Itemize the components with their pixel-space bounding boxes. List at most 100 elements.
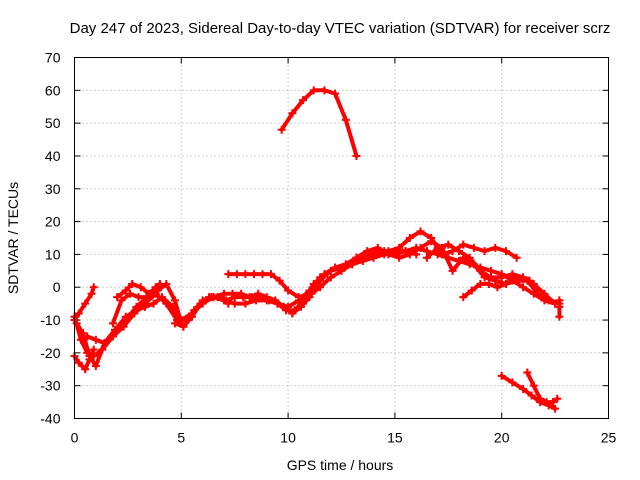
data-point [140, 302, 149, 311]
data-point [177, 316, 186, 325]
data-point [555, 302, 564, 311]
plot-frame [74, 57, 609, 419]
data-point [519, 384, 528, 393]
data-point [151, 283, 160, 292]
y-tick-label: 10 [45, 246, 61, 262]
data-point [331, 263, 340, 272]
data-point [83, 332, 92, 341]
data-point [465, 253, 474, 262]
data-point [111, 325, 120, 334]
data-point [108, 319, 117, 328]
data-point [158, 293, 167, 302]
data-point [405, 250, 414, 259]
data-point [529, 279, 538, 288]
data-point [245, 293, 254, 302]
data-point [551, 404, 560, 413]
data-point [100, 339, 109, 348]
x-tick-label: 0 [71, 430, 79, 446]
data-point [341, 260, 350, 269]
data-point [74, 358, 83, 367]
data-point [444, 240, 453, 249]
data-point [508, 378, 517, 387]
data-point [341, 115, 350, 124]
data-point [512, 253, 521, 262]
data-point [448, 266, 457, 275]
data-point [395, 253, 404, 262]
data-point [232, 270, 241, 279]
data-point [241, 270, 250, 279]
data-point [363, 247, 372, 256]
data-point [519, 283, 528, 292]
x-tick-label: 20 [494, 430, 510, 446]
x-tick-label: 25 [601, 430, 617, 446]
y-tick-label: 60 [45, 82, 61, 98]
y-tick-label: -20 [40, 345, 60, 361]
y-tick-label: 0 [53, 279, 61, 295]
data-point [249, 270, 258, 279]
data-point [132, 306, 141, 315]
chart-title: Day 247 of 2023, Sidereal Day-to-day VTE… [70, 20, 611, 37]
data-point [553, 394, 562, 403]
data-point [81, 365, 90, 374]
series-arc-12 [279, 88, 359, 158]
data-point [121, 312, 130, 321]
data-point [510, 273, 519, 282]
y-tick-label: -30 [40, 378, 60, 394]
data-point [209, 293, 218, 302]
data-point [320, 86, 329, 95]
data-point [258, 270, 267, 279]
data-point [237, 289, 246, 298]
data-point [284, 302, 293, 311]
data-point [91, 335, 100, 344]
data-point [299, 296, 308, 305]
data-point [519, 273, 528, 282]
data-point [89, 345, 98, 354]
data-point [433, 243, 442, 252]
data-point [405, 234, 414, 242]
data-point [395, 243, 404, 252]
data-point [128, 279, 137, 288]
data-point [487, 273, 496, 282]
data-point [501, 247, 510, 256]
data-point [384, 250, 393, 259]
data-point [252, 296, 261, 305]
data-point [187, 309, 196, 318]
data-point [288, 309, 297, 318]
y-tick-label: 30 [45, 181, 61, 197]
data-point [284, 286, 293, 295]
x-tick-label: 5 [177, 430, 185, 446]
data-point [529, 381, 538, 390]
data-point [493, 283, 502, 292]
data-point [309, 86, 318, 95]
y-tick-label: 20 [45, 214, 61, 230]
data-point [373, 243, 382, 252]
data-point [555, 312, 564, 321]
data-point [277, 125, 286, 134]
data-point [85, 355, 94, 364]
y-tick-label: 50 [45, 115, 61, 131]
y-axis-label: SDTVAR / TECUs [5, 182, 21, 294]
axis-ticks: 0 5 10 15 20 25 -40 -30 -20 -10 0 10 20 30 40 50 60 70 [40, 50, 616, 446]
data-point [74, 309, 83, 318]
data-point [416, 227, 425, 236]
y-tick-label: -40 [40, 411, 60, 427]
data-point [422, 253, 431, 262]
data-point [352, 151, 361, 160]
data-point [309, 279, 318, 288]
data-point [369, 253, 378, 262]
data-point [480, 247, 489, 256]
data-point [113, 293, 122, 302]
data-point [134, 293, 143, 302]
data-point [230, 299, 239, 308]
data-point [484, 279, 493, 288]
data-point [459, 240, 468, 249]
data-point [331, 89, 340, 98]
data-point [497, 371, 506, 380]
data-point [220, 296, 229, 305]
data-point [126, 289, 135, 298]
series-arc-13 [290, 229, 519, 316]
data-point [170, 296, 179, 305]
data-point [416, 243, 425, 252]
data-point [469, 243, 478, 252]
